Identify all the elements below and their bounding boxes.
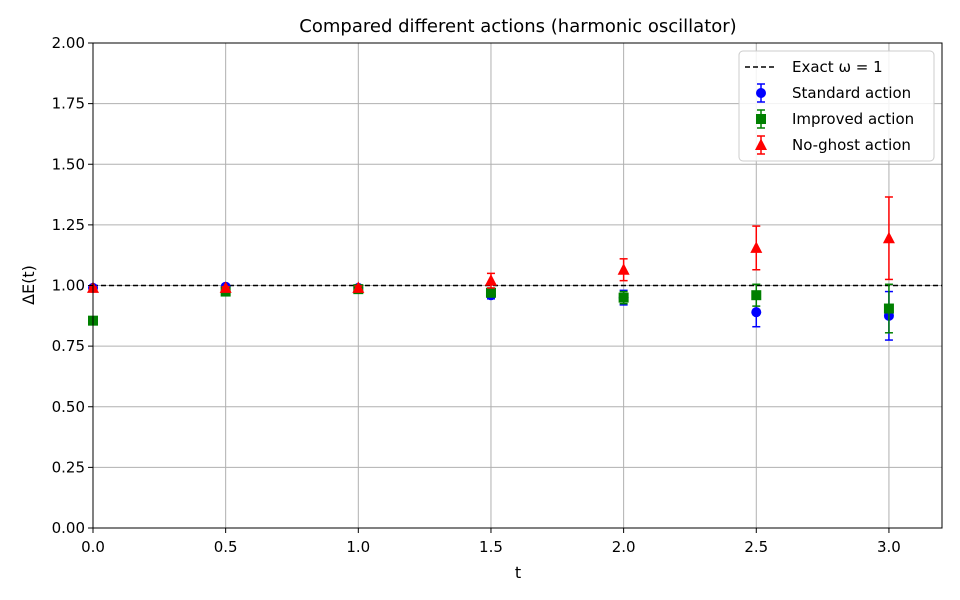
y-tick-label: 1.50 bbox=[52, 155, 85, 173]
data-point bbox=[485, 287, 496, 298]
data-point bbox=[750, 241, 763, 253]
y-tick-label: 1.75 bbox=[52, 95, 85, 113]
legend-box bbox=[738, 50, 935, 162]
y-tick-label: 0.75 bbox=[52, 337, 85, 355]
y-tick-label: 0.00 bbox=[52, 519, 85, 537]
data-point bbox=[618, 292, 629, 303]
y-tick-label: 1.00 bbox=[52, 277, 85, 295]
x-tick-label: 2.0 bbox=[612, 538, 636, 556]
y-axis-label: ΔE(t) bbox=[19, 265, 38, 305]
x-tick-label: 1.5 bbox=[479, 538, 503, 556]
data-point bbox=[484, 274, 497, 286]
y-tick-label: 0.25 bbox=[52, 458, 85, 476]
legend-marker bbox=[755, 138, 767, 150]
data-point bbox=[751, 307, 762, 318]
y-axis-ticks: 0.00 0.25 0.50 0.75 1.00 1.25 1.50 1.75 2.00 bbox=[52, 34, 93, 537]
legend-label: Standard action bbox=[792, 84, 911, 102]
legend-label: Improved action bbox=[792, 110, 914, 128]
series-triangle bbox=[87, 196, 895, 293]
x-axis-ticks: 0.0 0.5 1.0 1.5 2.0 2.5 3.0 bbox=[81, 528, 901, 556]
y-tick-label: 2.00 bbox=[52, 34, 85, 52]
legend-marker bbox=[756, 114, 766, 124]
legend-marker bbox=[756, 88, 766, 98]
x-axis-label: t bbox=[515, 563, 521, 582]
data-point bbox=[352, 281, 365, 293]
data-point bbox=[882, 231, 895, 244]
legend-label: Exact ω = 1 bbox=[792, 58, 883, 76]
data-point bbox=[219, 281, 232, 293]
chart-title: Compared different actions (harmonic osc… bbox=[299, 16, 736, 37]
x-tick-label: 1.0 bbox=[346, 538, 370, 556]
x-tick-label: 2.5 bbox=[744, 538, 768, 556]
y-tick-label: 0.50 bbox=[52, 398, 85, 416]
data-point bbox=[751, 290, 762, 301]
x-tick-label: 0.5 bbox=[214, 538, 238, 556]
legend-label: No-ghost action bbox=[792, 136, 911, 154]
data-point bbox=[883, 303, 894, 314]
data-point bbox=[617, 263, 630, 275]
x-tick-label: 3.0 bbox=[877, 538, 901, 556]
x-tick-label: 0.0 bbox=[81, 538, 105, 556]
y-tick-label: 1.25 bbox=[52, 216, 85, 234]
legend: Exact ω = 1 Standard action Improved actio… bbox=[738, 50, 935, 162]
